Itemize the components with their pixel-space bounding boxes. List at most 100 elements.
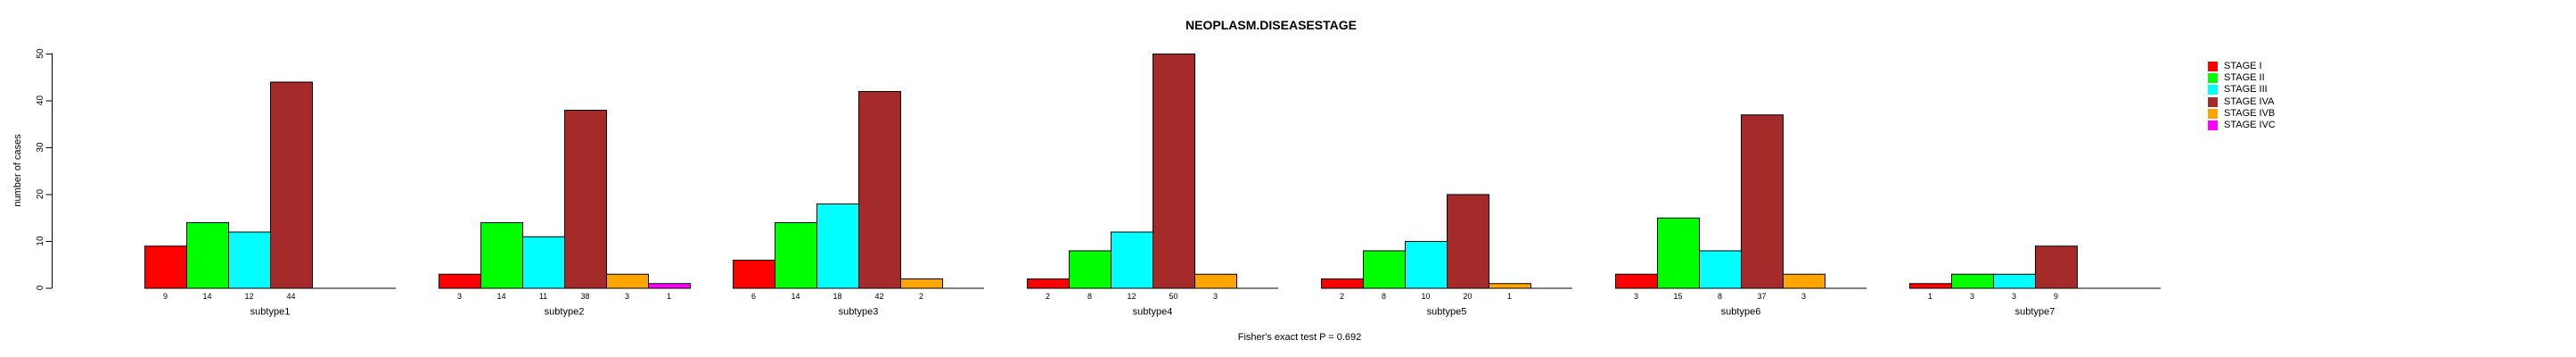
bar-value-label: 14 — [202, 292, 211, 301]
legend-swatch — [2208, 73, 2218, 84]
bar-stage-ii-subtype1 — [186, 222, 229, 289]
bar-stage-ii-subtype2 — [480, 222, 523, 289]
y-tick-label: 50 — [36, 48, 45, 59]
bar-value-label: 42 — [874, 292, 883, 301]
bar-stage-iva-subtype4 — [1153, 54, 1195, 289]
bar-stage-ivb-subtype6 — [1783, 273, 1825, 289]
bar-value-label: 8 — [1087, 292, 1092, 301]
legend-item-stage-i: STAGE I — [2208, 61, 2276, 72]
bar-value-label: 3 — [1970, 292, 1974, 301]
category-label-subtype4: subtype4 — [1133, 307, 1173, 318]
bar-stage-iva-subtype3 — [858, 91, 901, 289]
bar-stage-ivb-subtype5 — [1489, 283, 1531, 289]
bar-stage-iii-subtype7 — [1993, 273, 2036, 289]
bar-stage-i-subtype4 — [1027, 278, 1070, 289]
bar-value-label: 9 — [2054, 292, 2058, 301]
bar-value-label: 18 — [833, 292, 841, 301]
bar-stage-ii-subtype7 — [1951, 273, 1994, 289]
legend-swatch — [2208, 108, 2218, 119]
bar-stage-iii-subtype5 — [1405, 241, 1448, 289]
bar-value-label: 37 — [1757, 292, 1766, 301]
bar-value-label: 2 — [1046, 292, 1050, 301]
legend-item-stage-ivb: STAGE IVB — [2208, 108, 2276, 120]
bar-stage-ivb-subtype3 — [900, 278, 943, 289]
bar-value-label: 2 — [919, 292, 923, 301]
bar-value-label: 9 — [163, 292, 168, 301]
bar-stage-iva-subtype2 — [564, 110, 607, 289]
y-tick-label: 40 — [36, 95, 45, 106]
bar-stage-iii-subtype2 — [522, 236, 565, 289]
bar-value-label: 1 — [667, 292, 671, 301]
bar-stage-iva-subtype5 — [1447, 194, 1489, 289]
legend-item-stage-ivc: STAGE IVC — [2208, 120, 2276, 131]
y-tick-label: 0 — [36, 285, 45, 290]
bar-value-label: 3 — [1213, 292, 1218, 301]
footnote: Fisher's exact test P = 0.692 — [1237, 332, 1362, 343]
category-label-subtype7: subtype7 — [2015, 307, 2055, 318]
y-tick-label: 10 — [36, 236, 45, 246]
bar-stage-ii-subtype4 — [1069, 250, 1112, 289]
category-label-subtype6: subtype6 — [1721, 307, 1761, 318]
bar-stage-iii-subtype3 — [816, 203, 859, 289]
bar-value-label: 11 — [539, 292, 547, 301]
bar-stage-ivb-subtype4 — [1194, 273, 1237, 289]
legend-swatch — [2208, 120, 2218, 131]
bar-value-label: 38 — [580, 292, 589, 301]
legend-item-stage-iii: STAGE III — [2208, 84, 2276, 95]
bar-stage-ii-subtype5 — [1363, 250, 1406, 289]
bar-stage-iii-subtype4 — [1111, 231, 1153, 289]
bar-stage-i-subtype1 — [144, 245, 187, 289]
legend-label: STAGE III — [2224, 84, 2268, 95]
bar-stage-i-subtype6 — [1615, 273, 1658, 289]
bar-value-label: 12 — [1127, 292, 1136, 301]
bar-value-label: 8 — [1382, 292, 1386, 301]
category-label-subtype3: subtype3 — [839, 307, 879, 318]
legend-item-stage-iva: STAGE IVA — [2208, 96, 2276, 108]
bar-value-label: 12 — [244, 292, 253, 301]
chart-title: NEOPLASM.DISEASESTAGE — [1185, 18, 1357, 32]
legend-item-stage-ii: STAGE II — [2208, 72, 2276, 84]
bar-stage-ii-subtype3 — [775, 222, 817, 289]
bar-stage-iii-subtype6 — [1699, 250, 1742, 289]
legend-label: STAGE I — [2224, 61, 2262, 72]
y-tick-label: 30 — [36, 142, 45, 153]
bar-value-label: 3 — [625, 292, 629, 301]
legend-label: STAGE IVC — [2224, 120, 2276, 131]
legend-label: STAGE II — [2224, 72, 2265, 84]
bar-value-label: 15 — [1673, 292, 1682, 301]
legend-label: STAGE IVB — [2224, 107, 2276, 119]
y-tick-label: 20 — [36, 189, 45, 200]
bar-stage-i-subtype3 — [733, 260, 775, 289]
bar-value-label: 1 — [1928, 292, 1932, 301]
bar-value-label: 14 — [791, 292, 800, 301]
bar-value-label: 50 — [1169, 292, 1177, 301]
category-label-subtype1: subtype1 — [250, 307, 291, 318]
bar-stage-i-subtype7 — [1909, 283, 1952, 289]
bar-value-label: 1 — [1507, 292, 1512, 301]
bar-stage-iva-subtype7 — [2035, 245, 2078, 289]
bar-value-label: 3 — [2012, 292, 2016, 301]
bar-value-label: 20 — [1463, 292, 1472, 301]
bar-stage-ii-subtype6 — [1657, 217, 1700, 289]
bar-value-label: 8 — [1718, 292, 1722, 301]
legend: STAGE I STAGE II STAGE III STAGE IVA STAGE I… — [2208, 61, 2276, 131]
legend-label: STAGE IVA — [2224, 95, 2275, 107]
legend-swatch — [2208, 85, 2218, 95]
bar-stage-iva-subtype1 — [270, 81, 313, 289]
bar-stage-ivb-subtype2 — [606, 273, 649, 289]
bar-value-label: 44 — [286, 292, 295, 301]
legend-swatch — [2208, 96, 2218, 107]
bar-stage-i-subtype5 — [1321, 278, 1364, 289]
bar-value-label: 14 — [496, 292, 505, 301]
category-label-subtype2: subtype2 — [545, 307, 585, 318]
bar-stage-i-subtype2 — [439, 273, 481, 289]
category-label-subtype5: subtype5 — [1427, 307, 1467, 318]
bar-stage-ivc-subtype2 — [648, 283, 691, 289]
bar-stage-iii-subtype1 — [228, 231, 271, 289]
bar-value-label: 3 — [1634, 292, 1638, 301]
bar-stage-iva-subtype6 — [1741, 114, 1784, 289]
legend-swatch — [2208, 62, 2218, 72]
bar-value-label: 6 — [751, 292, 756, 301]
bar-value-label: 3 — [457, 292, 462, 301]
